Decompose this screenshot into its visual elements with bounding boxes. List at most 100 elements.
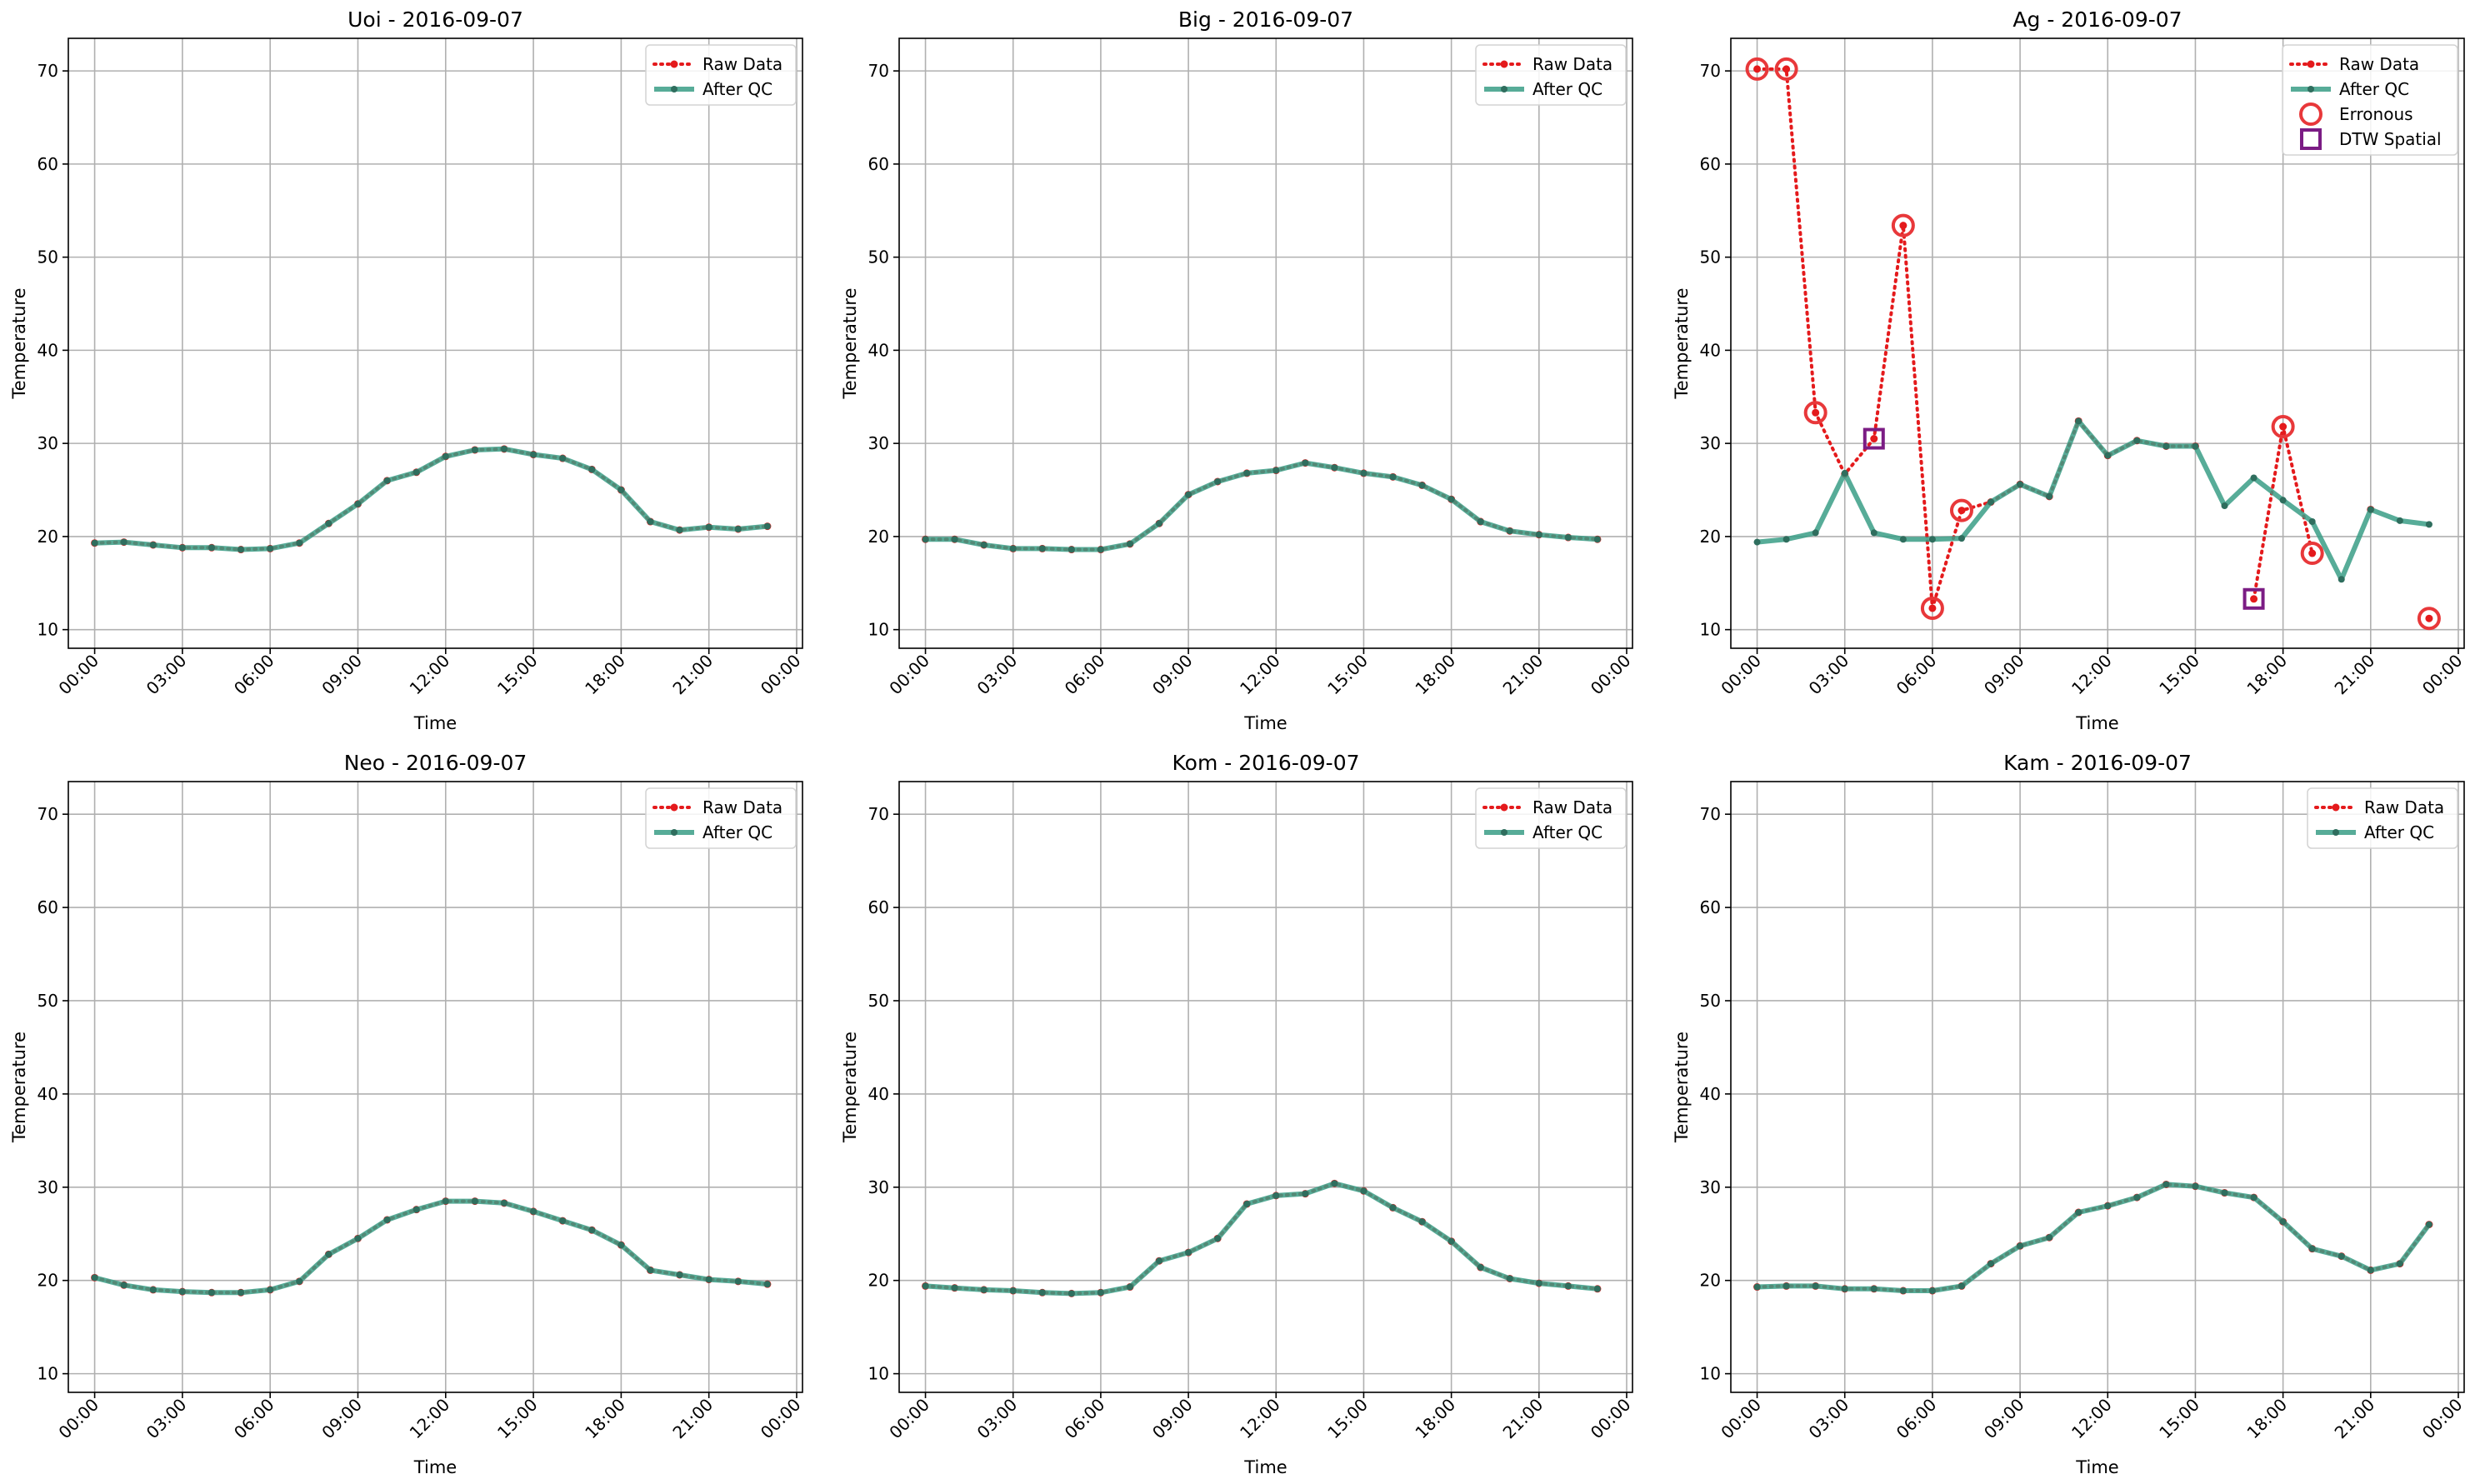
y-tick-label: 50	[38, 991, 58, 1011]
chart-title: Ag - 2016-09-07	[2012, 7, 2182, 32]
after-qc-point	[91, 539, 98, 547]
legend: Raw Data After QC	[645, 787, 797, 849]
y-tick-label: 30	[1700, 433, 1721, 453]
y-tick-label: 20	[1700, 527, 1721, 547]
x-tick-label: 12:00	[2068, 651, 2116, 699]
after-qc-point	[1126, 540, 1133, 547]
raw-data-point	[1928, 604, 1937, 612]
after-qc-point	[1360, 1187, 1368, 1195]
legend-swatch-qc-point	[671, 86, 678, 92]
after-qc-point	[1214, 1235, 1222, 1242]
legend-label: After QC	[702, 822, 772, 842]
y-tick-label: 20	[868, 1271, 889, 1291]
after-qc-point	[1812, 1282, 1819, 1290]
x-axis-label: Time	[2075, 713, 2118, 733]
after-qc-point	[1753, 1283, 1761, 1291]
erronous-marker	[1774, 57, 1798, 81]
legend: Raw Data After QC	[645, 44, 797, 106]
y-tick-label: 10	[868, 620, 889, 640]
after-qc-point	[500, 445, 508, 452]
x-tick-label: 15:00	[493, 1395, 542, 1443]
after-qc-line	[94, 446, 768, 552]
after-qc-point	[1185, 491, 1192, 498]
dtw-spatial-marker	[2242, 587, 2265, 610]
after-qc-point	[500, 1199, 508, 1207]
legend-label: Erronous	[2339, 104, 2413, 124]
after-qc-point	[383, 1216, 391, 1223]
after-qc-point	[238, 546, 245, 553]
after-qc-point	[1068, 546, 1075, 553]
after-qc-point	[2338, 1252, 2345, 1260]
y-tick-label: 40	[1700, 340, 1721, 360]
x-tick-label: 12:00	[1236, 651, 1284, 699]
legend-box	[2282, 44, 2458, 156]
after-qc-point	[1870, 529, 1878, 537]
raw-data-point	[2425, 614, 2433, 622]
x-tick-label: 00:00	[885, 651, 933, 699]
legend-label: After QC	[1532, 822, 1602, 842]
x-tick-label: 06:00	[230, 651, 278, 699]
after-qc-point	[208, 1289, 215, 1297]
after-qc-point	[2192, 1182, 2199, 1190]
after-qc-point	[471, 446, 478, 453]
chart-title: Kam - 2016-09-07	[2003, 751, 2192, 775]
y-tick-label: 10	[1700, 1364, 1721, 1384]
x-tick-label: 09:00	[1148, 1395, 1197, 1443]
plot-area	[899, 38, 1632, 648]
after-qc-point	[951, 1284, 958, 1292]
y-tick-label: 10	[38, 1364, 58, 1384]
raw-data-point	[2250, 595, 2258, 603]
x-tick-label: 21:00	[2331, 1395, 2379, 1443]
x-tick-label: 18:00	[1411, 1395, 1459, 1443]
after-qc-point	[2338, 576, 2345, 583]
after-qc-point	[178, 544, 186, 552]
legend: Raw Data After QC	[2307, 787, 2458, 849]
after-qc-point	[588, 1227, 596, 1234]
erronous-marker	[1920, 596, 1944, 620]
legend-swatch-qc-point	[671, 829, 678, 836]
y-tick-label: 10	[1700, 620, 1721, 640]
y-tick-label: 40	[1700, 1084, 1721, 1104]
after-qc-point	[1448, 496, 1455, 503]
x-tick-label: 21:00	[668, 651, 717, 699]
y-axis-label: Temperature	[1672, 1032, 1692, 1143]
legend-swatch-raw-point	[2307, 60, 2315, 68]
y-tick-label: 60	[868, 154, 889, 174]
erronous-marker	[1949, 498, 1973, 522]
x-tick-label: 18:00	[581, 1395, 629, 1443]
plot-area	[1731, 782, 2464, 1392]
legend-label: Raw Data	[2364, 797, 2444, 817]
after-qc-point	[296, 539, 303, 547]
y-tick-label: 20	[868, 527, 889, 547]
x-tick-label: 03:00	[973, 1395, 1022, 1443]
legend-label: DTW Spatial	[2339, 129, 2442, 149]
y-axis-label: Temperature	[840, 1032, 860, 1143]
after-qc-point	[1009, 1287, 1017, 1295]
x-axis-label: Time	[413, 713, 457, 733]
x-tick-label: 03:00	[142, 1395, 191, 1443]
x-tick-label: 12:00	[406, 651, 454, 699]
after-qc-line	[925, 1181, 1598, 1297]
after-qc-point	[1272, 467, 1280, 474]
x-tick-label: 21:00	[2331, 651, 2379, 699]
after-qc-point	[1564, 1282, 1572, 1290]
after-qc-point	[91, 1274, 98, 1282]
y-tick-label: 50	[38, 247, 58, 267]
legend: Raw Data After QC	[1475, 787, 1627, 849]
after-qc-point	[442, 452, 449, 460]
after-qc-point	[647, 518, 654, 526]
x-tick-label: 09:00	[1980, 1395, 2028, 1443]
after-qc-point	[1448, 1237, 1455, 1245]
erronous-marker	[2300, 542, 2324, 566]
after-qc-point	[588, 466, 596, 473]
after-qc-point	[1841, 469, 1848, 477]
after-qc-point	[2396, 517, 2403, 524]
after-qc-point	[1360, 469, 1368, 477]
x-tick-label: 00:00	[885, 1395, 933, 1443]
after-qc-point	[1958, 1282, 1965, 1290]
y-tick-label: 20	[38, 527, 58, 547]
x-tick-label: 00:00	[1587, 1395, 1635, 1443]
after-qc-point	[267, 545, 274, 552]
chart-panel: 10 20 30 40 50 60 70 00:00 03:00 06:00 09:00 12:00 1…	[840, 751, 1635, 1477]
